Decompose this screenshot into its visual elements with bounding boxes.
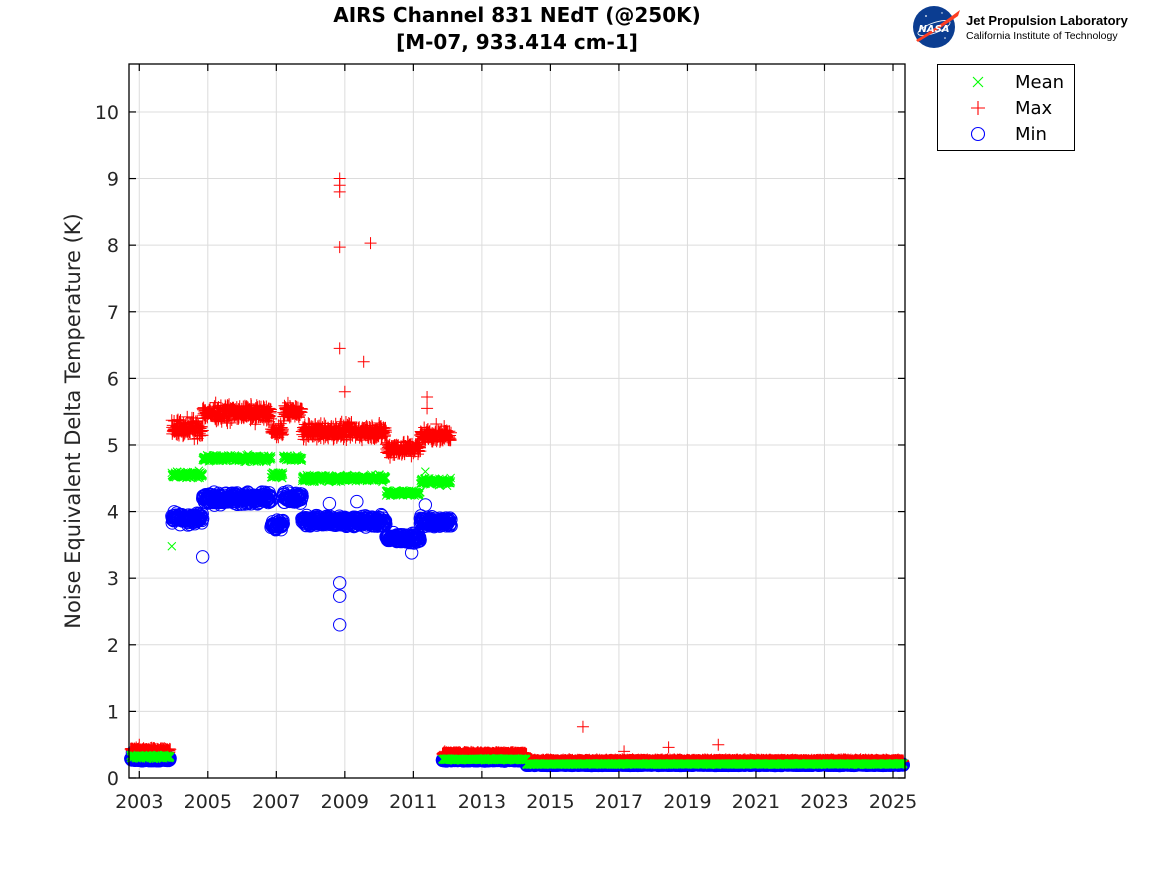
min-point [333, 589, 347, 603]
series-min [124, 484, 910, 773]
min-point [276, 517, 290, 531]
min-point [444, 512, 458, 527]
org-subtitle: California Institute of Technology [966, 30, 1118, 42]
nasa-badge-text: NASA [918, 24, 949, 35]
grid-lines [129, 64, 905, 779]
min-point [378, 514, 393, 528]
max-point [196, 424, 209, 437]
min-point [322, 496, 337, 511]
chart-title: AIRS Channel 831 NEdT (@250K) [M-07, 933… [0, 2, 1034, 56]
min-point [444, 519, 458, 533]
min-point [333, 618, 347, 632]
min-point [443, 511, 457, 525]
min-point [275, 517, 290, 532]
org-name: Jet Propulsion Laboratory [966, 13, 1128, 28]
min-point [195, 511, 210, 526]
min-point [333, 576, 347, 590]
min-point [295, 489, 309, 504]
min-point [443, 517, 458, 532]
chart-title-line1: AIRS Channel 831 NEdT (@250K) [333, 3, 701, 27]
min-point [276, 513, 290, 528]
min-point [195, 550, 210, 564]
min-point [404, 546, 419, 560]
min-point [294, 488, 308, 503]
series-max [124, 172, 910, 769]
data-marks [124, 172, 910, 773]
jpl-logo: NASA Jet Propulsion Laboratory Californi… [912, 4, 1152, 50]
min-point [418, 498, 433, 512]
min-point [263, 495, 277, 509]
min-point [350, 494, 364, 509]
min-point [274, 519, 289, 534]
chart-title-line2: [M-07, 933.414 cm-1] [396, 30, 638, 54]
min-point [413, 533, 427, 547]
nasa-meatball-icon: NASA [913, 6, 960, 48]
max-point [249, 418, 262, 431]
max-point [209, 396, 222, 409]
